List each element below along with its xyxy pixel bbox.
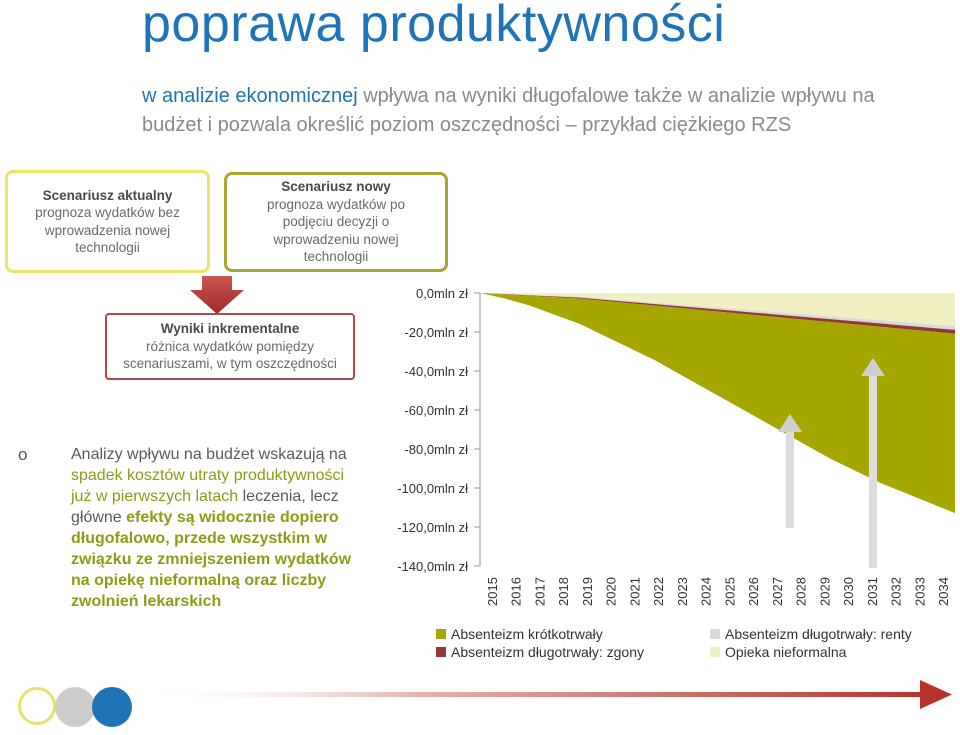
decor-circle-yellow	[18, 687, 56, 725]
timeline-arrow-icon	[140, 680, 952, 709]
y-tick-label: -20,0mln zł	[404, 325, 468, 340]
incremental-results-body: różnica wydatków pomiędzy scenariuszami,…	[123, 338, 337, 372]
legend-swatch-informal-care	[710, 647, 720, 657]
x-tick-label: 2023	[675, 577, 690, 606]
subtitle-rest: wpływa na wyniki długofalowe także w ana…	[142, 85, 875, 136]
x-tick-label: 2030	[841, 577, 856, 606]
x-tick-label: 2020	[604, 577, 619, 606]
desc-part-4: efekty są widocznie dopiero długofalowo,…	[71, 509, 352, 610]
x-tick-label: 2021	[627, 577, 642, 606]
scenario-new-title: Scenariusz nowy	[281, 179, 391, 195]
x-tick-label: 2026	[746, 577, 761, 606]
budget-impact-chart: 0,0mln zł -20,0mln zł -40,0mln zł -60,0mln …	[397, 286, 955, 606]
savings-arrow-1-shaft	[786, 430, 794, 528]
x-tick-label: 2031	[865, 577, 880, 606]
legend-label-informal-care: Opieka nieformalna	[725, 644, 847, 660]
x-tick-label: 2019	[580, 577, 595, 606]
legend-label-short-absenteeism: Absenteizm krótkotrwały	[451, 626, 603, 642]
legend-swatch-deaths	[436, 647, 446, 657]
x-tick-label: 2022	[651, 577, 666, 606]
scenario-current-title: Scenariusz aktualny	[42, 187, 173, 203]
x-tick-label: 2024	[699, 577, 714, 606]
desc-part-3: leczenia, lecz główne	[71, 488, 339, 526]
page-subtitle: w analizie ekonomicznej wpływa na wyniki…	[142, 82, 922, 140]
x-tick-label: 2028	[794, 577, 809, 606]
scenario-current-box: Scenariusz aktualny prognoza wydatków be…	[5, 170, 210, 273]
page-title: poprawa produktywności	[142, 0, 726, 53]
subtitle-highlight: w analizie ekonomicznej	[142, 85, 358, 107]
legend-label-deaths: Absenteizm długotrwały: zgony	[451, 644, 644, 660]
savings-arrow-1-head	[778, 414, 802, 432]
y-tick-label: 0,0mln zł	[416, 286, 468, 301]
legend-item-short-absenteeism: Absenteizm krótkotrwały	[436, 626, 603, 642]
savings-arrow-2-head	[861, 358, 885, 376]
x-tick-label: 2029	[817, 577, 832, 606]
bullet-marker: o	[18, 445, 28, 464]
x-tick-label: 2015	[485, 577, 500, 606]
y-tick-label: -40,0mln zł	[404, 364, 468, 379]
scenario-new-box: Scenariusz nowy prognoza wydatków po pod…	[224, 172, 448, 272]
legend-swatch-disability	[710, 629, 720, 639]
y-tick-label: -100,0mln zł	[397, 481, 468, 496]
x-tick-label: 2034	[936, 577, 951, 606]
desc-part-1: Analizy wpływu na budżet wskazują na	[71, 446, 347, 463]
decor-circle-blue	[92, 687, 132, 727]
series-area-informal-care	[480, 293, 955, 327]
down-arrow-icon	[190, 276, 244, 314]
desc-part-2: spadek kosztów utraty produktywności już…	[71, 467, 345, 505]
x-tick-label: 2025	[722, 577, 737, 606]
description-text: Analizy wpływu na budżet wskazują na spa…	[71, 444, 361, 612]
legend-label-disability: Absenteizm długotrwały: renty	[725, 626, 912, 642]
legend-item-disability: Absenteizm długotrwały: renty	[710, 626, 912, 642]
y-tick-label: -120,0mln zł	[397, 520, 468, 535]
x-tick-label: 2033	[912, 577, 927, 606]
decor-circle-gray	[55, 687, 95, 727]
x-tick-label: 2032	[889, 577, 904, 606]
incremental-results-box: Wyniki inkrementalne różnica wydatków po…	[105, 313, 355, 380]
x-tick-label: 2017	[532, 577, 547, 606]
y-tick-label: -140,0mln zł	[397, 559, 468, 574]
legend-item-informal-care: Opieka nieformalna	[710, 644, 846, 660]
legend-item-deaths: Absenteizm długotrwały: zgony	[436, 644, 644, 660]
scenario-current-body: prognoza wydatków bez wprowadzenia nowej…	[35, 205, 180, 255]
y-tick-label: -80,0mln zł	[404, 442, 468, 457]
x-tick-label: 2016	[509, 577, 524, 606]
y-tick-label: -60,0mln zł	[404, 403, 468, 418]
series-area-short-absenteeism	[480, 293, 955, 514]
scenario-new-body: prognoza wydatków po podjęciu decyzji o …	[266, 196, 406, 265]
x-tick-label: 2018	[556, 577, 571, 606]
legend-swatch-short-absenteeism	[436, 629, 446, 639]
x-tick-label: 2027	[770, 577, 785, 606]
incremental-results-title: Wyniki inkrementalne	[160, 321, 300, 337]
savings-arrow-2-shaft	[869, 374, 877, 568]
